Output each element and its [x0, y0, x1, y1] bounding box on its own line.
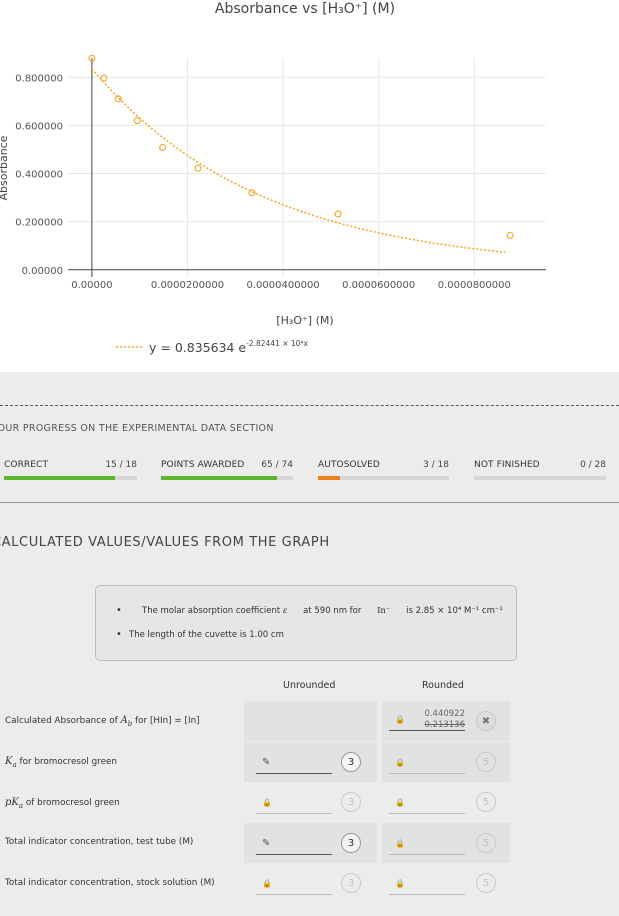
section-title: CALCULATED VALUES/VALUES FROM THE GRAPH [0, 535, 330, 550]
x-axis-label: [H₃O⁺] (M) [276, 314, 333, 327]
lock-icon: 🔒 [395, 839, 405, 848]
pka-unrounded-input: 🔒 [256, 791, 332, 814]
chart-title: Absorbance vs [H₃O⁺] (M) [215, 1, 395, 17]
stat-label: POINTS AWARDED [161, 460, 245, 470]
data-point [88, 54, 96, 63]
lock-icon: 🔒 [262, 798, 272, 807]
attempts-remaining-badge: 5 [476, 833, 496, 853]
progress-title: YOUR PROGRESS ON THE EXPERIMENTAL DATA S… [0, 423, 274, 434]
y-axis-label: Absorbance [0, 135, 10, 200]
stat-value: 65 / 74 [261, 460, 293, 470]
data-point [248, 189, 256, 197]
row-label-ka: Ka for bromocresol green [5, 756, 117, 769]
lock-icon: 🔒 [395, 758, 405, 767]
stat-value: 3 / 18 [423, 460, 449, 470]
column-header-unrounded: Unrounded [283, 680, 336, 691]
stock-unrounded-input: 🔒 [256, 872, 332, 895]
info-box: The molar absorption coefficient ε at 59… [95, 585, 517, 661]
progress-bar [318, 476, 449, 480]
info-item: The length of the cuvette is 1.00 cm [116, 629, 284, 640]
x-tick-label: 0.0000600000 [342, 280, 415, 291]
unrounded-cell-empty [244, 701, 377, 741]
ka-unrounded-input[interactable]: ✎ [256, 751, 332, 774]
test-tube-unrounded-input[interactable]: ✎ [256, 832, 332, 855]
answer-value: 0.440922 [424, 709, 465, 719]
stat-value: 0 / 28 [580, 460, 606, 470]
row-label-test-tube: Total indicator concentration, test tube… [5, 837, 194, 847]
rounded-answer-field: 🔒 0.440922 0.213136 [389, 708, 465, 731]
chart-panel: Absorbance vs [H₃O⁺] (M) 0.00000 0.000020… [0, 0, 619, 372]
attempts-remaining-badge: 5 [476, 873, 496, 893]
lock-icon: 🔒 [262, 879, 272, 888]
divider [0, 502, 619, 503]
lock-icon: 🔒 [395, 879, 405, 888]
legend-label: y = 0.835634 e-2.82441 × 10⁴x [149, 339, 308, 355]
stat-label: AUTOSOLVED [318, 460, 380, 470]
y-tick-label: 0.200000 [15, 218, 63, 229]
data-point [133, 117, 141, 125]
attempts-remaining-badge: 5 [476, 792, 496, 812]
stat-value: 15 / 18 [105, 460, 137, 470]
stat-label: NOT FINISHED [474, 460, 540, 470]
data-point [194, 164, 202, 172]
row-label-pka: pKa of bromocresol green [5, 797, 120, 810]
column-header-rounded: Rounded [422, 680, 464, 691]
divider [0, 405, 619, 406]
data-point [100, 74, 108, 82]
absorbance-chart: Absorbance vs [H₃O⁺] (M) 0.00000 0.000020… [0, 1, 546, 355]
lock-icon: 🔒 [395, 798, 405, 807]
y-tick-label: 0.400000 [15, 170, 63, 181]
lock-icon: 🔒 [395, 715, 405, 724]
data-point [506, 231, 514, 239]
pencil-icon[interactable]: ✎ [262, 838, 271, 849]
pencil-icon[interactable]: ✎ [262, 757, 271, 768]
ka-rounded-input: 🔒 [389, 751, 465, 774]
row-label-stock-solution: Total indicator concentration, stock sol… [5, 878, 215, 888]
data-point [114, 95, 122, 103]
x-tick-label: 0.0000200000 [151, 280, 224, 291]
pka-rounded-input: 🔒 [389, 791, 465, 814]
data-point [159, 143, 167, 152]
chart-legend: y = 0.835634 e-2.82441 × 10⁴x [116, 339, 308, 355]
assignment-panel: YOUR PROGRESS ON THE EXPERIMENTAL DATA S… [0, 372, 619, 916]
x-tick-label: 0.0000800000 [438, 280, 511, 291]
attempts-remaining-badge: 3 [341, 752, 361, 772]
y-tick-label: 0.800000 [15, 73, 63, 84]
y-tick-label: 0.600000 [15, 121, 63, 132]
stock-rounded-input: 🔒 [389, 872, 465, 895]
close-icon: ✖ [476, 711, 496, 731]
data-point [334, 210, 342, 218]
attempts-remaining-badge: 3 [341, 873, 361, 893]
attempts-remaining-badge: 5 [476, 752, 496, 772]
progress-bar [161, 476, 293, 480]
trend-line [91, 68, 506, 254]
progress-bar [4, 476, 137, 480]
row-label-absorbance: Calculated Absorbance of Ab for [HIn] = … [5, 715, 200, 728]
x-tick-label: 0.00000 [71, 280, 112, 291]
attempts-remaining-badge: 3 [341, 792, 361, 812]
x-tick-label: 0.0000400000 [247, 280, 320, 291]
info-item: The molar absorption coefficient ε at 59… [116, 605, 503, 616]
y-tick-label: 0.00000 [22, 266, 63, 277]
progress-bar [474, 476, 606, 480]
stat-label: CORRECT [4, 460, 49, 470]
test-tube-rounded-input: 🔒 [389, 832, 465, 855]
wrong-value: 0.213136 [424, 720, 465, 730]
attempts-remaining-badge: 3 [341, 833, 361, 853]
